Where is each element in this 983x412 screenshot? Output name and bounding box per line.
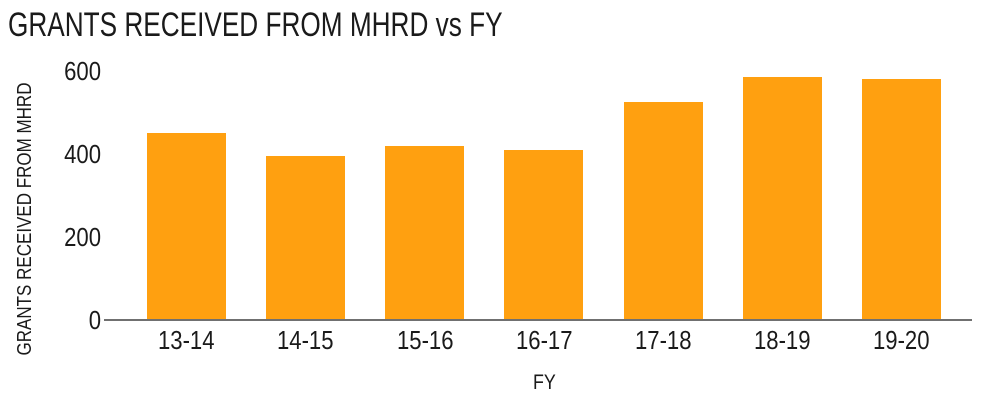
x-tick-slot: 15-16 — [365, 327, 484, 353]
bar-slot — [723, 71, 842, 320]
x-tick-label: 19-20 — [873, 325, 930, 355]
x-tick-label: 15-16 — [396, 325, 454, 355]
x-tick-label: 14-15 — [277, 325, 334, 355]
bar-slot — [484, 71, 603, 320]
bar-slot — [842, 71, 961, 320]
x-axis-title-text: FY — [532, 371, 556, 394]
x-tick-label: 17-18 — [634, 325, 692, 355]
x-tick-slot: 16-17 — [484, 327, 603, 353]
bar-18-19[interactable] — [742, 77, 822, 320]
x-tick-slot: 19-20 — [842, 327, 961, 353]
bar-19-20[interactable] — [861, 79, 941, 320]
x-tick-labels: 13-14 14-15 15-16 16-17 17-18 18-19 19-20 — [127, 327, 961, 353]
chart-title: GRANTS RECEIVED FROM MHRD vs FY — [8, 6, 503, 44]
x-tick-slot: 18-19 — [723, 327, 842, 353]
bar-slot — [127, 71, 246, 320]
y-tick-label: 400 — [64, 139, 101, 169]
bar-slot — [246, 71, 365, 320]
bar-16-17[interactable] — [504, 149, 584, 320]
y-tick-label: 200 — [64, 222, 101, 252]
bar-15-16[interactable] — [385, 145, 465, 320]
bar-13-14[interactable] — [147, 133, 227, 320]
bar-14-15[interactable] — [266, 156, 346, 320]
bar-17-18[interactable] — [623, 102, 703, 320]
x-axis-title: FY — [127, 372, 961, 393]
x-tick-label: 16-17 — [515, 325, 573, 355]
x-tick-slot: 13-14 — [127, 327, 246, 353]
plot-area — [127, 71, 961, 320]
x-axis-line — [104, 319, 972, 321]
bar-slot — [604, 71, 723, 320]
bar-slot — [365, 71, 484, 320]
x-tick-label: 13-14 — [158, 325, 215, 355]
x-tick-slot: 17-18 — [604, 327, 723, 353]
x-tick-label: 18-19 — [754, 325, 811, 355]
y-tick-label: 600 — [64, 56, 101, 86]
x-tick-slot: 14-15 — [246, 327, 365, 353]
y-tick-label: 0 — [88, 305, 101, 335]
